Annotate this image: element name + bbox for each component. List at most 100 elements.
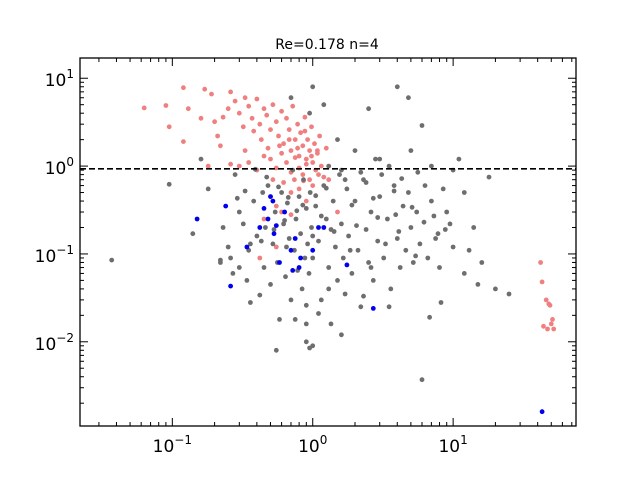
scatter-point <box>393 212 399 218</box>
scatter-point <box>310 343 316 349</box>
scatter-point <box>261 265 267 270</box>
scatter-point <box>506 291 512 297</box>
scatter-point <box>223 203 229 209</box>
scatter-point <box>326 163 332 169</box>
scatter-point <box>316 238 321 244</box>
scatter-point <box>391 188 397 194</box>
scatter-point <box>419 123 425 128</box>
scatter-point <box>323 185 329 191</box>
scatter-point <box>228 255 234 261</box>
scatter-point <box>276 184 281 190</box>
scatter-point <box>429 198 434 204</box>
scatter-point <box>236 163 242 169</box>
scatter-point <box>317 133 322 139</box>
scatter-point <box>437 265 442 270</box>
scatter-point <box>310 160 316 165</box>
scatter-point <box>163 103 169 108</box>
scatter-point <box>295 121 300 127</box>
scatter-point <box>316 172 321 178</box>
scatter-point <box>284 115 289 121</box>
scatter-point <box>270 102 276 108</box>
scatter-point <box>375 215 381 220</box>
scatter-point <box>228 283 234 289</box>
scatter-point <box>421 219 427 225</box>
scatter-point <box>377 156 383 162</box>
scatter-point <box>242 148 248 154</box>
scatter-point <box>268 194 273 200</box>
scatter-point <box>279 150 284 156</box>
scatter-point <box>288 297 294 303</box>
scatter-point <box>539 279 545 285</box>
scatter-point <box>273 165 279 171</box>
scatter-point <box>254 233 260 239</box>
scatter-point <box>450 244 456 250</box>
scatter-point <box>181 139 186 145</box>
scatter-point <box>232 98 238 104</box>
scatter-point <box>296 265 302 270</box>
scatter-point <box>550 317 555 322</box>
scatter-point <box>258 137 264 143</box>
scatter-point <box>358 304 364 310</box>
scatter-point <box>417 241 423 247</box>
scatter-point <box>413 253 418 259</box>
scatter-point <box>286 127 292 132</box>
scatter-point <box>257 255 263 261</box>
scatter-point <box>444 209 450 215</box>
scatter-point <box>363 227 369 232</box>
scatter-point <box>244 244 250 250</box>
scatter-point <box>279 190 284 195</box>
scatter-point <box>447 221 453 227</box>
scatter-point <box>471 225 477 230</box>
scatter-point <box>282 209 287 215</box>
scatter-point <box>251 128 257 134</box>
scatter-point <box>551 326 557 332</box>
scatter-point <box>316 225 321 230</box>
scatter-point <box>309 153 314 159</box>
scatter-point <box>386 163 392 169</box>
scatter-point <box>271 227 277 232</box>
scatter-point <box>277 317 282 322</box>
scatter-point <box>279 108 284 114</box>
scatter-point <box>281 180 286 185</box>
scatter-point <box>109 257 115 263</box>
scatter-point <box>479 260 485 265</box>
scatter-point <box>270 198 276 204</box>
scatter-point <box>370 195 376 201</box>
scatter-point <box>321 225 327 230</box>
scatter-point <box>240 124 246 130</box>
scatter-point <box>209 91 214 97</box>
scatter-point <box>313 203 319 209</box>
scatter-point <box>381 255 387 261</box>
scatter-point <box>272 209 278 215</box>
scatter-point <box>548 321 554 327</box>
scatter-point <box>538 260 543 265</box>
scatter-point <box>349 271 355 276</box>
scatter-point <box>326 177 332 183</box>
scatter-point <box>543 297 549 303</box>
scatter-point <box>294 208 300 214</box>
scatter-point <box>276 133 281 139</box>
scatter-point <box>433 236 438 241</box>
scatter-point <box>312 141 317 147</box>
scatter-point <box>258 238 264 244</box>
scatter-point <box>431 213 437 219</box>
scatter-point <box>288 212 294 218</box>
scatter-point <box>419 377 425 383</box>
scatter-point <box>228 161 234 167</box>
scatter-point <box>355 247 361 253</box>
scatter-point <box>270 177 276 183</box>
scatter-point <box>212 119 218 125</box>
plot-area <box>79 57 577 427</box>
scatter-point <box>296 153 302 159</box>
scatter-point <box>300 172 306 178</box>
scatter-point <box>268 282 273 287</box>
scatter-point <box>296 194 302 200</box>
scatter-point <box>228 89 234 95</box>
scatter-point <box>409 204 415 210</box>
scatter-point <box>305 137 310 143</box>
scatter-point <box>321 102 327 108</box>
scatter-point <box>218 143 223 149</box>
scatter-point <box>475 282 481 287</box>
scatter-point <box>286 137 292 143</box>
